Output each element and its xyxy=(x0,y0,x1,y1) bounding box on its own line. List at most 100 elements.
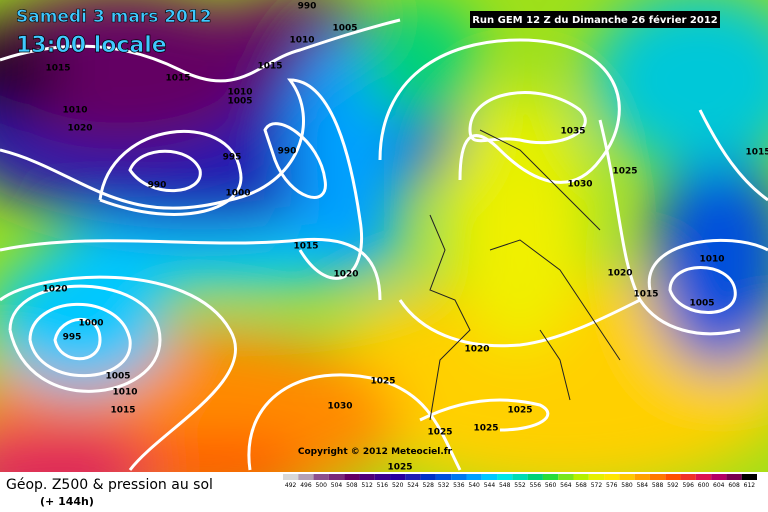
isobar-label: 1005 xyxy=(105,372,130,382)
isobar-label: 1030 xyxy=(327,402,352,412)
scale-label: 572 xyxy=(591,482,603,489)
scale-label: 540 xyxy=(468,482,480,489)
isobar xyxy=(647,238,768,291)
scale-label: 584 xyxy=(637,482,649,489)
scale-swatch xyxy=(313,474,329,480)
scale-swatch xyxy=(695,474,712,480)
isobar xyxy=(0,237,382,301)
scale-swatch xyxy=(374,474,391,480)
scale-swatch xyxy=(619,474,635,480)
isobar-label: 1005 xyxy=(227,97,252,107)
scale-label: 600 xyxy=(698,482,710,489)
isobar-label: 1010 xyxy=(62,106,87,116)
isobar-label: 1005 xyxy=(332,24,357,34)
isobar xyxy=(128,149,202,193)
scale-label: 544 xyxy=(484,482,496,489)
isobar-label: 1020 xyxy=(333,270,358,280)
isobar xyxy=(468,91,587,145)
isobar-label: 1025 xyxy=(612,167,637,177)
isobar-label: 1020 xyxy=(67,124,92,134)
isobar-label: 1015 xyxy=(257,62,282,72)
isobar-label: 1025 xyxy=(370,377,395,387)
isobar-label: 1020 xyxy=(607,269,632,279)
isobar xyxy=(698,109,768,202)
isobar xyxy=(668,266,737,314)
scale-swatch xyxy=(726,474,742,480)
scale-label: 580 xyxy=(621,482,633,489)
scale-label: 604 xyxy=(713,482,725,489)
isobar-label: 1015 xyxy=(45,64,70,74)
scale-swatch xyxy=(527,474,543,480)
scale-label: 508 xyxy=(346,482,358,489)
map-time: 13:00 locale xyxy=(16,33,167,58)
scale-swatch xyxy=(573,474,589,480)
scale-swatch xyxy=(466,474,482,480)
scale-swatch xyxy=(435,474,452,480)
scale-label: 512 xyxy=(361,482,373,489)
isobar-label: 1030 xyxy=(567,180,592,190)
isobar-label: 1005 xyxy=(689,299,714,309)
run-info: Run GEM 12 Z du Dimanche 26 février 2012 xyxy=(472,14,718,26)
isobar xyxy=(28,302,132,378)
scale-swatch xyxy=(634,474,650,480)
scale-swatch xyxy=(711,474,727,480)
coastline xyxy=(429,129,621,421)
scale-label: 608 xyxy=(728,482,740,489)
isobar xyxy=(53,317,102,361)
scale-swatch xyxy=(680,474,696,480)
scale-swatch xyxy=(542,474,559,480)
isobar xyxy=(0,78,363,280)
scale-swatch xyxy=(328,474,345,480)
run-box xyxy=(470,11,720,28)
isobar-label: 1010 xyxy=(699,255,724,265)
isobar-label: 1025 xyxy=(427,428,452,438)
scale-swatch xyxy=(649,474,666,480)
isobar-label: 990 xyxy=(298,2,317,12)
scale-label: 516 xyxy=(377,482,389,489)
scale-swatch xyxy=(283,474,299,480)
scale-swatch xyxy=(359,474,375,480)
scale-label: 556 xyxy=(530,482,542,489)
scale-label: 536 xyxy=(453,482,465,489)
isobar-label: 1015 xyxy=(110,406,135,416)
scale-label: 528 xyxy=(423,482,435,489)
isobar-label: 1010 xyxy=(227,88,252,98)
isobar-label: 1015 xyxy=(165,74,190,84)
copyright: Copyright © 2012 Meteociel.fr xyxy=(298,447,453,457)
scale-label: 564 xyxy=(560,482,572,489)
isobar-label: 995 xyxy=(223,153,242,163)
scale-label: 548 xyxy=(499,482,511,489)
scale-swatch xyxy=(420,474,436,480)
isobar-label: 1015 xyxy=(633,290,658,300)
isobar xyxy=(98,129,243,216)
scale-swatch xyxy=(588,474,605,480)
isobar-label: 1020 xyxy=(42,285,67,295)
scale-label: 568 xyxy=(575,482,587,489)
scale-label: 592 xyxy=(667,482,679,489)
isobar xyxy=(0,18,401,83)
isobar-label: 990 xyxy=(148,181,167,191)
scale-label: 576 xyxy=(606,482,618,489)
scale-label: 520 xyxy=(392,482,404,489)
footer-title: Géop. Z500 & pression au sol xyxy=(6,477,213,493)
scale-swatch xyxy=(481,474,498,480)
isobar-label: 990 xyxy=(278,147,297,157)
isobar-labels: 9901010100510151015101510101005101010209… xyxy=(42,2,768,473)
scale-swatch xyxy=(604,474,620,480)
scale-label: 596 xyxy=(682,482,694,489)
isobar xyxy=(0,275,238,471)
scale-swatch xyxy=(344,474,360,480)
scale-swatch xyxy=(390,474,406,480)
isobar-label: 1035 xyxy=(560,127,585,137)
map-date: Samedi 3 mars 2012 xyxy=(16,7,212,27)
scale-label: 588 xyxy=(652,482,664,489)
isobar-label: 1000 xyxy=(225,189,250,199)
isobar-label: 1025 xyxy=(473,424,498,434)
scale-swatch xyxy=(558,474,574,480)
isobar-label: 1025 xyxy=(507,406,532,416)
scale-label: 500 xyxy=(315,482,327,489)
isobar xyxy=(8,284,162,393)
